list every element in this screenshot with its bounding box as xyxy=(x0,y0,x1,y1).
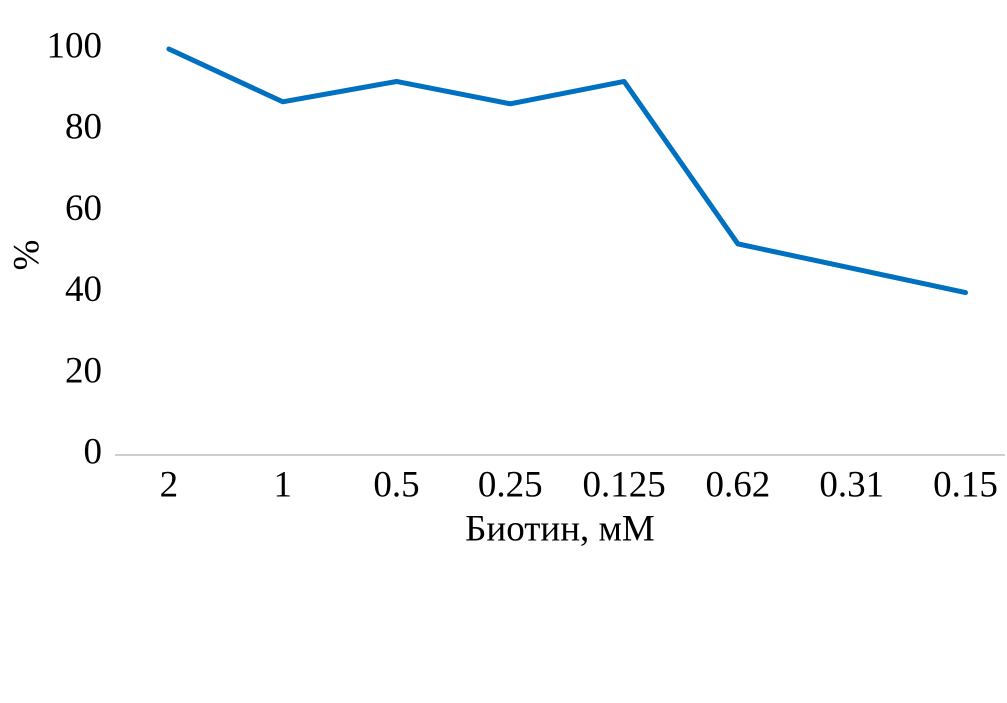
x-tick-label: 2 xyxy=(160,464,179,505)
x-tick-label: 0.31 xyxy=(819,464,884,505)
y-axis-title: % xyxy=(6,240,47,271)
data-line xyxy=(166,46,968,296)
y-tick-label: 80 xyxy=(65,107,102,148)
y-tick-label: 100 xyxy=(47,25,103,66)
x-tick-label: 1 xyxy=(273,464,292,505)
y-tick-label: 60 xyxy=(65,188,102,229)
x-axis-title: Биотин, мМ xyxy=(465,508,655,549)
y-tick-label: 0 xyxy=(84,431,103,472)
y-tick-label: 20 xyxy=(65,350,102,391)
x-tick-label: 0.62 xyxy=(706,464,771,505)
x-tick-label: 0.5 xyxy=(373,464,419,505)
x-tick-label: 0.25 xyxy=(478,464,543,505)
x-tick-label: 0.125 xyxy=(582,464,665,505)
y-tick-label: 40 xyxy=(65,269,102,310)
x-tick-label: 0.15 xyxy=(933,464,998,505)
